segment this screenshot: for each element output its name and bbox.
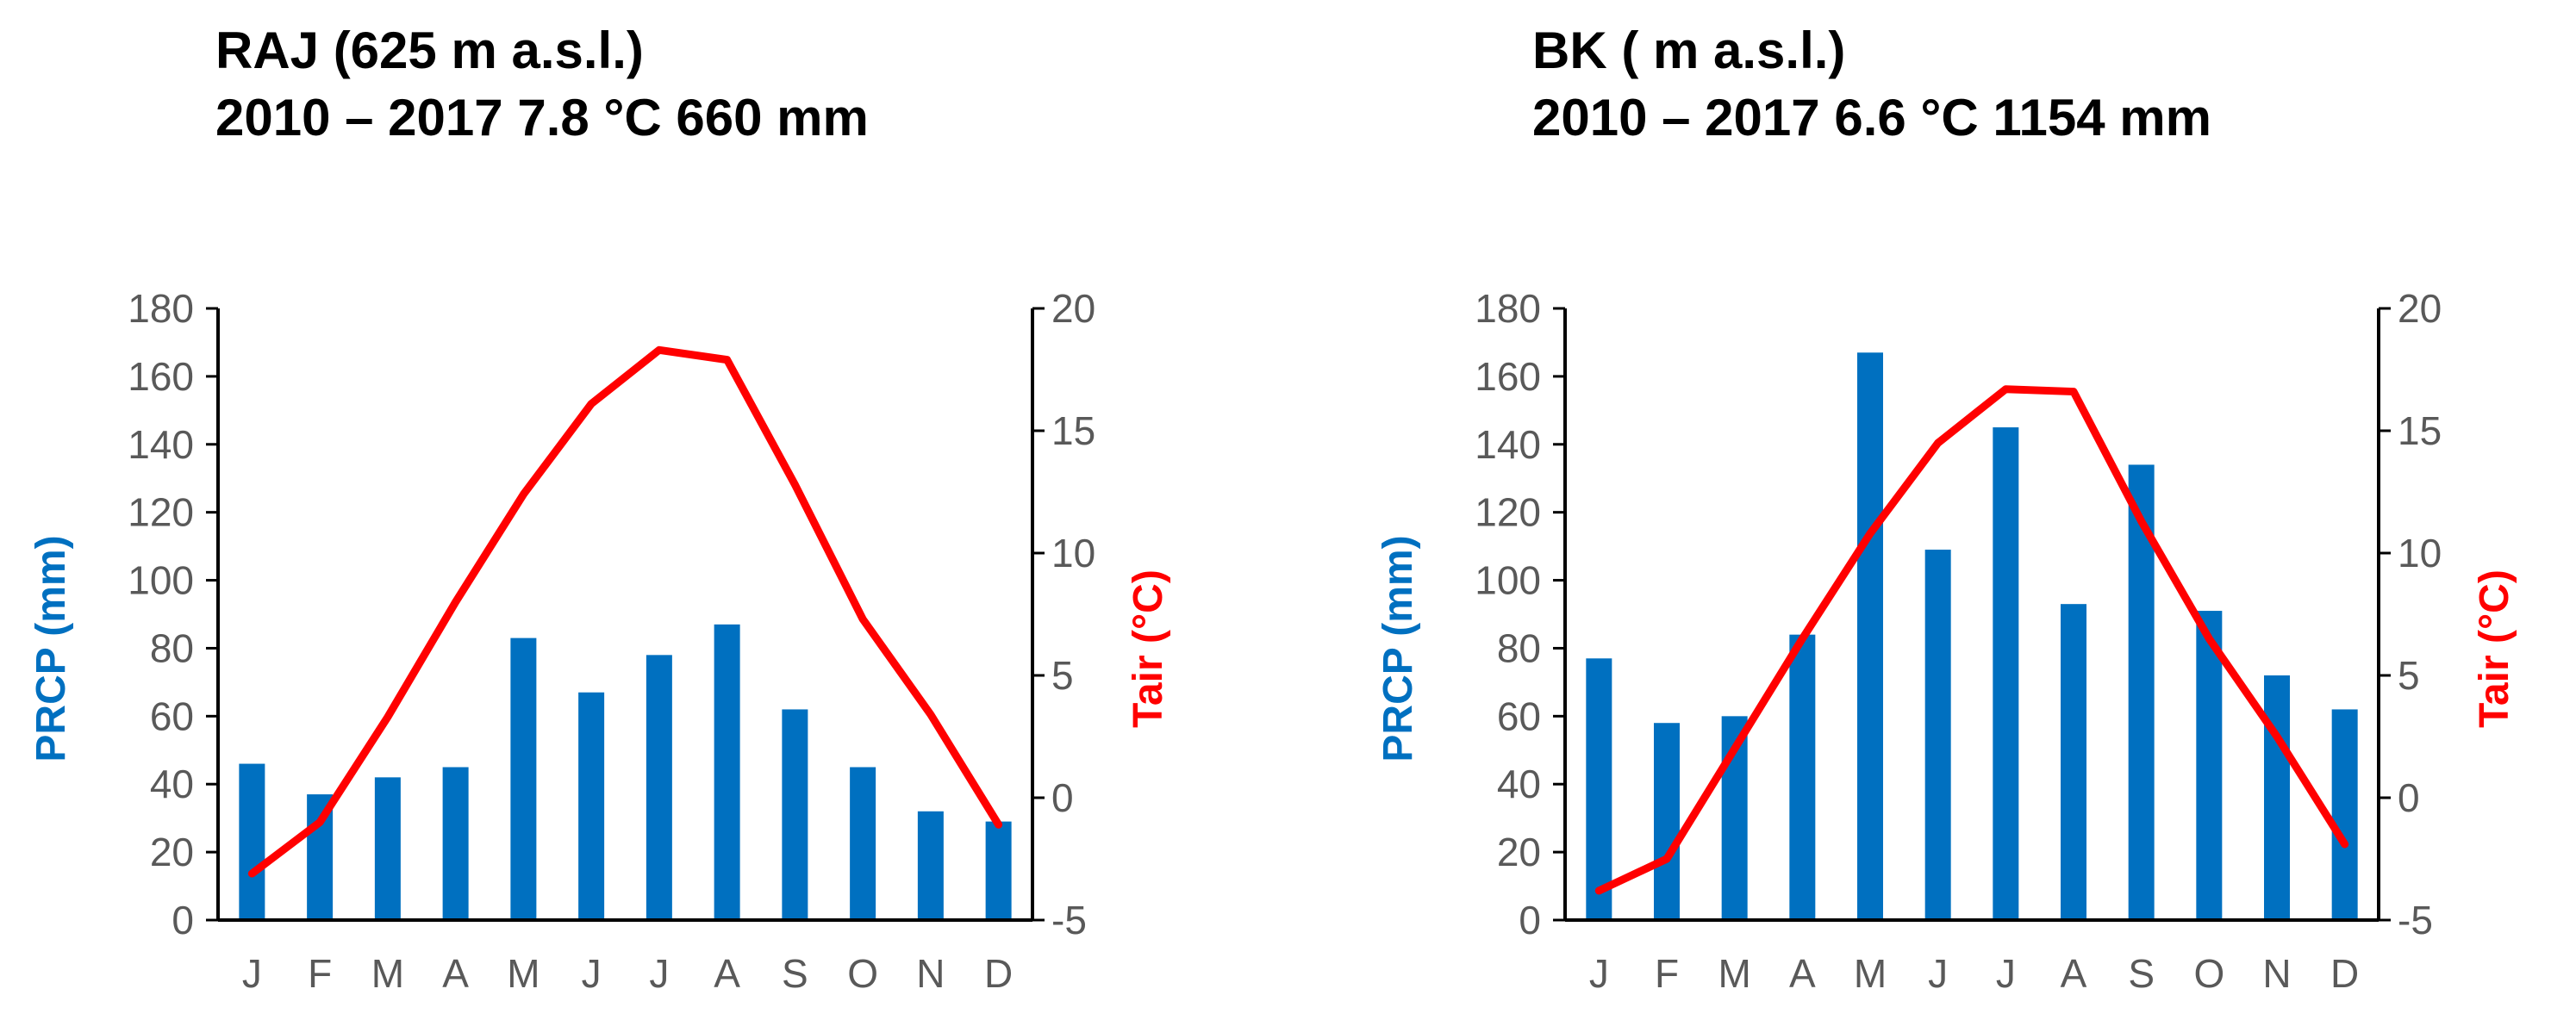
x-tick-label: A [714, 951, 740, 996]
chart-title-line1: RAJ (625 m a.s.l.) [215, 22, 644, 79]
prcp-bar [442, 767, 469, 920]
prcp-bar [1654, 723, 1680, 920]
left-tick-label: 160 [128, 354, 194, 399]
x-tick-label: J [582, 951, 602, 996]
right-tick-label: 0 [1051, 775, 1074, 820]
right-tick-label: 0 [2398, 775, 2420, 820]
tair-line [1594, 385, 2349, 895]
prcp-bar [2196, 611, 2223, 920]
x-tick-label: M [371, 951, 404, 996]
x-tick-label: M [507, 951, 540, 996]
x-tick-label: J [649, 951, 669, 996]
x-tick-label: M [1718, 951, 1751, 996]
left-tick-label: 60 [1497, 693, 1541, 738]
left-tick-label: 160 [1475, 354, 1541, 399]
tair-line [247, 345, 1003, 878]
left-tick-label: 20 [150, 830, 194, 874]
right-tick-label: 10 [2398, 531, 2442, 575]
right-tick-label: 15 [2398, 408, 2442, 453]
prcp-bar [714, 624, 740, 920]
left-tick-label: 140 [128, 422, 194, 467]
prcp-bar [1993, 427, 2019, 920]
x-tick-label: N [916, 951, 945, 996]
prcp-bar [2331, 709, 2358, 920]
prcp-bar [1586, 658, 1612, 920]
right-tick-label: 10 [1051, 531, 1095, 575]
right-tick-label: 5 [1051, 653, 1074, 698]
x-tick-label: N [2262, 951, 2291, 996]
prcp-bar [985, 821, 1012, 920]
chart-title-bk: BK ( m a.s.l.) 2010 – 2017 6.6 °C 1154 m… [1532, 17, 2211, 152]
prcp-bar [1924, 550, 1951, 920]
left-tick-label: 180 [128, 286, 194, 331]
right-tick-label: 20 [1051, 286, 1095, 331]
x-tick-label: A [442, 951, 469, 996]
left-tick-label: 40 [150, 762, 194, 806]
x-tick-label: S [782, 951, 808, 996]
x-tick-label: J [1589, 951, 1609, 996]
x-tick-label: A [2061, 951, 2087, 996]
x-tick-label: S [2128, 951, 2155, 996]
x-tick-label: A [1789, 951, 1816, 996]
x-tick-label: J [1996, 951, 2016, 996]
prcp-bar [510, 638, 537, 920]
prcp-bar [1857, 352, 1883, 920]
prcp-bar [917, 811, 944, 920]
right-tick-label: -5 [1051, 898, 1087, 942]
left-tick-label: 0 [172, 898, 194, 942]
y-axis-label-left: PRCP (mm) [28, 535, 74, 762]
left-tick-label: 0 [1519, 898, 1541, 942]
y-axis-label-right: Tair (°C) [2472, 569, 2517, 728]
prcp-bar [578, 692, 605, 920]
chart-title-line2: 2010 – 2017 6.6 °C 1154 mm [1532, 89, 2211, 146]
y-axis-label-right: Tair (°C) [1126, 569, 1171, 728]
right-tick-label: 15 [1051, 408, 1095, 453]
x-tick-label: M [1854, 951, 1887, 996]
prcp-bar [2264, 675, 2290, 920]
prcp-bar [239, 763, 265, 920]
chart-title-raj: RAJ (625 m a.s.l.) 2010 – 2017 7.8 °C 66… [215, 17, 869, 152]
x-tick-label: J [1928, 951, 1948, 996]
chart-title-line2: 2010 – 2017 7.8 °C 660 mm [215, 89, 869, 146]
right-tick-label: -5 [2398, 898, 2433, 942]
right-tick-label: 5 [2398, 653, 2420, 698]
left-tick-label: 180 [1475, 286, 1541, 331]
prcp-bar [782, 709, 808, 920]
y-axis-label-left: PRCP (mm) [1375, 535, 1421, 762]
x-tick-label: D [2330, 951, 2359, 996]
left-tick-label: 120 [1475, 490, 1541, 535]
x-tick-label: D [984, 951, 1013, 996]
x-tick-label: O [847, 951, 878, 996]
prcp-bar [2061, 604, 2086, 920]
left-tick-label: 40 [1497, 762, 1541, 806]
left-tick-label: 60 [150, 693, 194, 738]
x-tick-label: F [1655, 951, 1679, 996]
x-tick-label: O [2193, 951, 2224, 996]
left-tick-label: 100 [128, 558, 194, 603]
right-tick-label: 20 [2398, 286, 2442, 331]
left-tick-label: 140 [1475, 422, 1541, 467]
prcp-bar [1789, 634, 1816, 920]
left-tick-label: 80 [150, 625, 194, 670]
left-tick-label: 20 [1497, 830, 1541, 874]
left-tick-label: 80 [1497, 625, 1541, 670]
prcp-bar [374, 777, 401, 920]
left-tick-label: 100 [1475, 558, 1541, 603]
x-tick-label: F [308, 951, 332, 996]
left-tick-label: 120 [128, 490, 194, 535]
prcp-bar [850, 767, 876, 920]
x-tick-label: J [242, 951, 262, 996]
chart-title-line1: BK ( m a.s.l.) [1532, 22, 1846, 79]
prcp-bar [646, 655, 672, 920]
